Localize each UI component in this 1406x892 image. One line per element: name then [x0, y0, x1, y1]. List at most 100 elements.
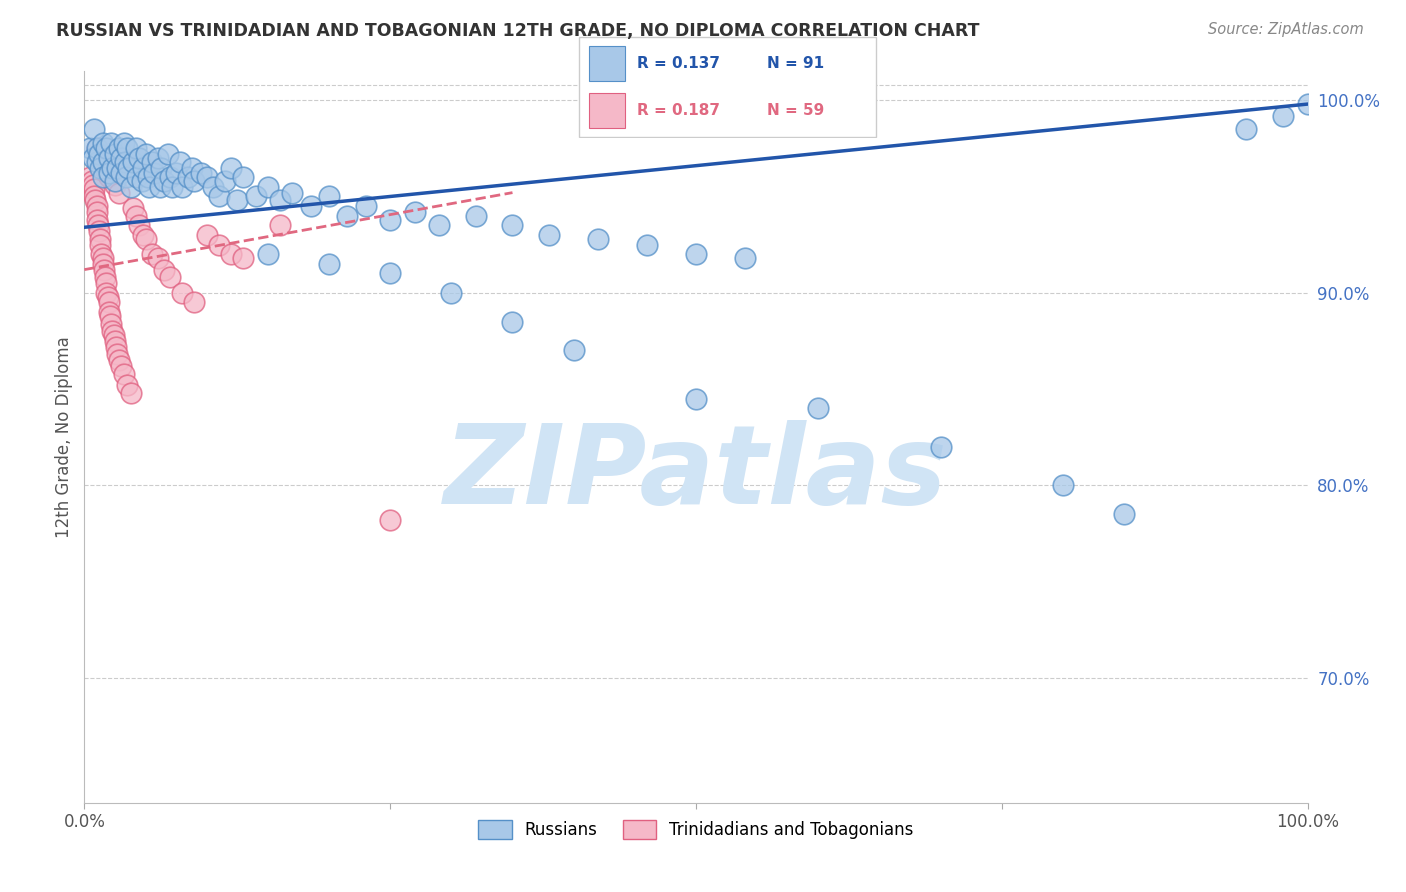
Point [86, 141, 108, 155]
Point [96, 162, 118, 177]
Point [97, 289, 120, 303]
Text: ZIPatlas: ZIPatlas [444, 420, 948, 527]
Point [105, 340, 128, 354]
Point [190, 166, 212, 180]
Point [162, 179, 184, 194]
Point [1296, 97, 1319, 112]
Y-axis label: 12th Grade, No Diploma: 12th Grade, No Diploma [55, 336, 73, 538]
Point [94, 270, 117, 285]
Point [807, 401, 830, 416]
Point [96, 276, 118, 290]
Point [79, 170, 101, 185]
Text: N = 91: N = 91 [766, 56, 824, 70]
Point [208, 237, 231, 252]
Point [105, 347, 128, 361]
Point [122, 201, 145, 215]
Point [380, 513, 402, 527]
Point [136, 170, 159, 185]
Point [183, 174, 205, 188]
Point [117, 161, 139, 175]
Point [153, 262, 176, 277]
Point [114, 154, 136, 169]
Point [685, 247, 707, 261]
Point [79, 141, 101, 155]
Point [105, 161, 128, 175]
Point [83, 189, 105, 203]
Point [86, 199, 108, 213]
Point [404, 205, 426, 219]
Point [103, 328, 125, 343]
Point [110, 166, 132, 180]
Point [100, 317, 122, 331]
Point [177, 170, 200, 185]
Point [159, 170, 181, 185]
Point [112, 367, 135, 381]
Point [120, 179, 142, 194]
Point [1272, 109, 1295, 123]
Point [91, 154, 114, 169]
Point [131, 174, 153, 188]
Text: R = 0.187: R = 0.187 [637, 103, 720, 118]
Point [82, 178, 104, 192]
Point [89, 237, 111, 252]
Point [440, 285, 463, 300]
Point [226, 194, 249, 208]
Point [1052, 478, 1074, 492]
Point [86, 212, 108, 227]
Point [128, 219, 150, 233]
Point [93, 262, 115, 277]
Point [91, 154, 114, 169]
Point [232, 251, 254, 265]
Point [354, 199, 377, 213]
Point [107, 353, 129, 368]
Point [104, 178, 127, 192]
Point [86, 141, 108, 155]
Text: N = 59: N = 59 [766, 103, 824, 118]
Point [125, 141, 148, 155]
Point [150, 161, 173, 175]
Point [269, 194, 291, 208]
Point [538, 227, 561, 242]
Point [318, 257, 340, 271]
Point [91, 170, 114, 185]
Point [97, 151, 120, 165]
Text: R = 0.137: R = 0.137 [637, 56, 720, 70]
Point [427, 219, 450, 233]
Point [159, 270, 181, 285]
Point [232, 170, 254, 185]
Point [208, 189, 231, 203]
Point [104, 334, 127, 348]
Point [101, 161, 124, 175]
Point [380, 267, 402, 281]
Bar [589, 93, 624, 128]
Point [141, 247, 163, 261]
Point [562, 343, 585, 358]
Point [115, 170, 138, 185]
Point [98, 309, 121, 323]
Text: RUSSIAN VS TRINIDADIAN AND TOBAGONIAN 12TH GRADE, NO DIPLOMA CORRELATION CHART: RUSSIAN VS TRINIDADIAN AND TOBAGONIAN 12… [56, 22, 980, 40]
Point [82, 151, 104, 165]
Point [138, 179, 160, 194]
Point [97, 170, 120, 185]
Point [115, 141, 138, 155]
Point [219, 247, 242, 261]
Point [84, 194, 107, 208]
Point [89, 161, 111, 175]
Point [281, 186, 304, 200]
Point [929, 440, 952, 454]
Point [156, 147, 179, 161]
Point [91, 136, 114, 150]
Point [125, 209, 148, 223]
Point [685, 392, 707, 406]
Point [120, 385, 142, 400]
Point [128, 151, 150, 165]
Point [201, 179, 224, 194]
Point [195, 170, 218, 185]
Point [165, 166, 187, 180]
Point [132, 161, 155, 175]
Point [97, 305, 120, 319]
Point [153, 174, 176, 188]
Point [83, 122, 105, 136]
Legend: Russians, Trinidadians and Tobagonians: Russians, Trinidadians and Tobagonians [471, 814, 921, 846]
Point [100, 136, 122, 150]
